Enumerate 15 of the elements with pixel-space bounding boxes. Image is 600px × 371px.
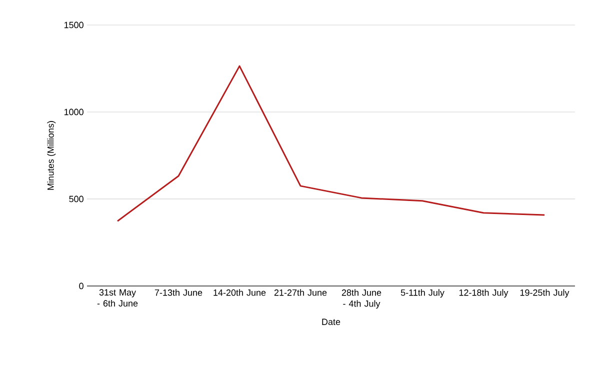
x-axis-title: Date xyxy=(322,318,340,326)
y-tick-label: 1500 xyxy=(64,22,84,28)
x-tick-label: 21-27th June xyxy=(274,289,327,296)
x-tick-label: 5-11th July xyxy=(400,289,444,298)
y-tick-label: 500 xyxy=(69,196,84,202)
x-tick-label: 19-25th July xyxy=(520,289,570,298)
y-tick-label: 1000 xyxy=(64,108,84,116)
y-axis-title: Minutes (Millions) xyxy=(47,121,56,190)
x-tick-label: 14-20th June xyxy=(214,289,266,296)
x-tick-label: 28th June - 4th July xyxy=(342,289,382,309)
y-tick-label: 0 xyxy=(79,282,84,290)
x-tick-label: 7-13th June xyxy=(154,289,202,296)
line-series xyxy=(116,65,546,222)
x-tick-label: 12-18th July xyxy=(459,289,508,298)
x-tick-label: 31st May - 6th June xyxy=(97,289,138,307)
